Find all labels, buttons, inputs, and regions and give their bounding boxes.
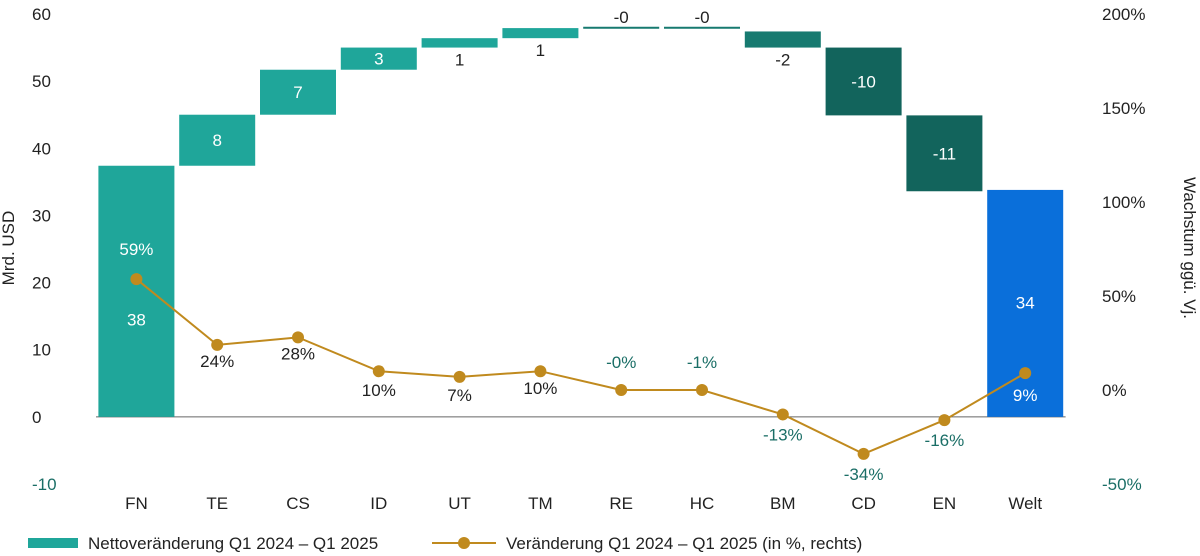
left-axis-title: Mrd. USD xyxy=(0,211,18,286)
x-tick-label: Welt xyxy=(1008,494,1042,513)
left-tick-label: -10 xyxy=(32,475,57,494)
growth-point-Welt xyxy=(1019,367,1032,380)
bar-value-label: 3 xyxy=(374,50,383,69)
growth-point-CS xyxy=(292,331,304,344)
bar-BM xyxy=(744,31,821,48)
left-tick-label: 10 xyxy=(32,341,51,360)
growth-point-UT xyxy=(453,370,466,383)
right-tick-label: 100% xyxy=(1102,193,1145,212)
growth-label: 10% xyxy=(523,379,557,398)
left-tick-label: 20 xyxy=(32,274,51,293)
x-tick-label: HC xyxy=(690,494,715,513)
bar-EN xyxy=(906,115,983,192)
growth-label: -34% xyxy=(844,465,884,484)
growth-point-EN xyxy=(938,414,951,427)
legend-bar-swatch xyxy=(28,538,78,548)
left-axis: -10 0 10 20 30 40 50 60 xyxy=(32,5,57,494)
x-tick-label: RE xyxy=(609,494,633,513)
growth-point-TE xyxy=(211,338,224,351)
left-tick-label: 0 xyxy=(32,408,41,427)
x-tick-label: CS xyxy=(286,494,310,513)
growth-point-TM xyxy=(534,365,547,378)
bar-ID xyxy=(340,47,417,70)
bar-HC xyxy=(664,26,740,29)
legend: Nettoveränderung Q1 2024 – Q1 2025 Verän… xyxy=(28,534,862,553)
growth-label: 9% xyxy=(1013,386,1038,405)
bar-value-label: 8 xyxy=(212,131,221,150)
bar-value-label: 38 xyxy=(127,311,146,330)
bar-UT xyxy=(421,38,498,48)
x-tick-label: CD xyxy=(851,494,876,513)
x-tick-label: UT xyxy=(448,494,471,513)
growth-label: -1% xyxy=(687,353,717,372)
growth-label: 28% xyxy=(281,344,315,363)
line-series-group: 59% 24% 28% 10% 7% 10% -0% -1% -13% -34% -16% 9% xyxy=(119,240,1037,484)
growth-point-FN xyxy=(130,273,143,286)
growth-point-BM xyxy=(776,408,789,421)
bar-value-label: 1 xyxy=(455,51,464,70)
right-tick-label: 200% xyxy=(1102,5,1145,24)
right-tick-label: 0% xyxy=(1102,381,1127,400)
bar-value-label: 7 xyxy=(293,83,302,102)
x-tick-label: BM xyxy=(770,494,796,513)
bar-value-label: 34 xyxy=(1016,294,1035,313)
x-tick-label: FN xyxy=(125,494,148,513)
growth-label: 10% xyxy=(362,381,396,400)
x-axis-labels: FN TE CS ID UT TM RE HC BM CD EN Welt xyxy=(125,494,1042,513)
right-axis-title: Wachstum ggü. Vj. xyxy=(1180,177,1199,319)
legend-line-marker xyxy=(458,537,470,549)
x-tick-label: TM xyxy=(528,494,553,513)
growth-line xyxy=(135,278,1026,456)
growth-point-ID xyxy=(372,365,385,378)
growth-label: 59% xyxy=(119,240,153,259)
bar-CS xyxy=(260,69,336,115)
growth-label: -13% xyxy=(763,425,803,444)
bar-FN xyxy=(98,165,175,417)
left-tick-label: 60 xyxy=(32,5,51,24)
left-tick-label: 40 xyxy=(32,139,51,158)
bar-value-label: -11 xyxy=(933,144,956,163)
growth-label: -0% xyxy=(606,353,636,372)
x-tick-label: TE xyxy=(206,494,228,513)
legend-line-label: Veränderung Q1 2024 – Q1 2025 (in %, rec… xyxy=(506,534,862,553)
growth-label: -16% xyxy=(925,431,965,450)
x-tick-label: ID xyxy=(370,494,387,513)
right-axis: -50% 0% 50% 100% 150% 200% xyxy=(1102,5,1145,494)
bar-value-label: 1 xyxy=(536,41,545,60)
bar-TE xyxy=(179,114,256,166)
left-tick-label: 50 xyxy=(32,72,51,91)
left-tick-label: 30 xyxy=(32,206,51,225)
bar-CD xyxy=(825,47,902,116)
growth-label: 24% xyxy=(200,352,234,371)
growth-label: 7% xyxy=(447,386,472,405)
growth-point-HC xyxy=(696,384,708,396)
bar-value-label: -0 xyxy=(614,8,629,27)
growth-point-CD xyxy=(857,447,870,460)
bar-value-label: -0 xyxy=(694,8,709,27)
bars-group xyxy=(98,26,1064,417)
bar-RE xyxy=(583,26,660,29)
bar-value-label: -2 xyxy=(775,51,790,70)
right-tick-label: -50% xyxy=(1102,475,1142,494)
x-tick-label: EN xyxy=(933,494,957,513)
bar-value-label: -10 xyxy=(851,72,876,91)
right-tick-label: 50% xyxy=(1102,287,1136,306)
bar-TM xyxy=(502,28,579,39)
bar-labels-group: 38 8 7 3 1 1 -0 -0 -2 -10 -11 34 xyxy=(127,8,1035,330)
legend-bar-label: Nettoveränderung Q1 2024 – Q1 2025 xyxy=(88,534,378,553)
growth-point-RE xyxy=(615,384,628,396)
right-tick-label: 150% xyxy=(1102,99,1145,118)
